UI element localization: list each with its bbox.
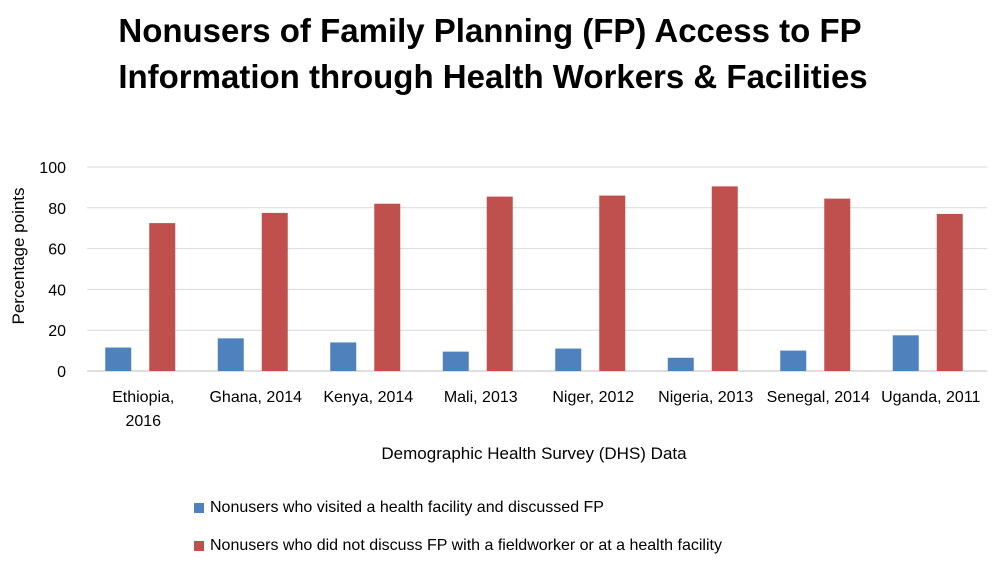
legend: Nonusers who visited a health facility a…: [194, 497, 722, 573]
bar-series-2: [711, 186, 738, 371]
x-tick-label-line: Uganda, 2011: [881, 389, 980, 406]
x-tick-label-line: Senegal, 2014: [767, 389, 870, 406]
bar-series-1: [330, 342, 357, 371]
y-axis-label: Percentage points: [9, 187, 28, 324]
chart-title-line-2: Information through Health Workers & Fac…: [118, 58, 868, 95]
x-tick-label-line: Niger, 2012: [552, 389, 634, 406]
x-tick-label: Ethiopia, 2016: [112, 389, 174, 430]
x-tick-label: Mali, 2013: [444, 389, 518, 406]
y-tick-label: 100: [39, 160, 66, 177]
bars: [105, 186, 963, 371]
legend-label-series-2: Nonusers who did not discuss FP with a f…: [210, 537, 722, 554]
chart-title-line-1: Nonusers of Family Planning (FP) Access …: [118, 12, 862, 49]
x-tick-label-line: 2016: [125, 413, 161, 430]
y-tick-label: 40: [48, 282, 66, 299]
legend-label-series-1: Nonusers who visited a health facility a…: [210, 499, 604, 516]
x-tick-label: Niger, 2012: [552, 389, 634, 406]
x-tick-label-line: Ghana, 2014: [209, 389, 302, 406]
x-axis-label: Demographic Health Survey (DHS) Data: [381, 444, 687, 463]
y-tick-label: 80: [48, 201, 66, 218]
y-tick-label: 60: [48, 242, 66, 259]
x-tick-label: Kenya, 2014: [323, 389, 413, 406]
bar-series-1: [105, 347, 132, 371]
bar-series-2: [824, 198, 851, 371]
bar-series-1: [555, 348, 582, 371]
x-tick-label-line: Kenya, 2014: [323, 389, 413, 406]
y-tick-label: 20: [48, 323, 66, 340]
chart-title: Nonusers of Family Planning (FP) Access …: [0, 8, 1000, 100]
bar-series-1: [780, 350, 807, 371]
legend-item-series-1: Nonusers who visited a health facility a…: [194, 497, 722, 519]
legend-item-series-2: Nonusers who did not discuss FP with a f…: [194, 535, 722, 557]
bar-series-2: [936, 213, 963, 371]
x-tick-label: Ghana, 2014: [209, 389, 302, 406]
bar-series-1: [667, 357, 694, 371]
x-tick-label: Senegal, 2014: [767, 389, 870, 406]
bar-series-2: [261, 212, 288, 371]
bar-series-2: [374, 203, 401, 371]
x-tick-labels: Ethiopia, 2016 Ghana, 2014 Kenya, 2014 Mali,…: [112, 389, 980, 430]
bar-series-1: [892, 335, 919, 371]
x-tick-label-line: Ethiopia,: [112, 389, 174, 406]
y-tick-label: 0: [57, 364, 66, 381]
y-tick-labels: 0 20 40 60 80 100: [39, 160, 66, 381]
x-tick-label: Nigeria, 2013: [658, 389, 753, 406]
bar-series-1: [217, 338, 244, 371]
x-tick-label-line: Mali, 2013: [444, 389, 518, 406]
legend-swatch-series-2: [194, 541, 204, 551]
bar-series-1: [442, 351, 469, 371]
bar-series-2: [486, 196, 513, 371]
x-tick-label-line: Nigeria, 2013: [658, 389, 753, 406]
bar-series-2: [149, 223, 176, 371]
legend-swatch-series-1: [194, 503, 204, 513]
x-tick-label: Uganda, 2011: [881, 389, 980, 406]
bar-series-2: [599, 195, 626, 371]
